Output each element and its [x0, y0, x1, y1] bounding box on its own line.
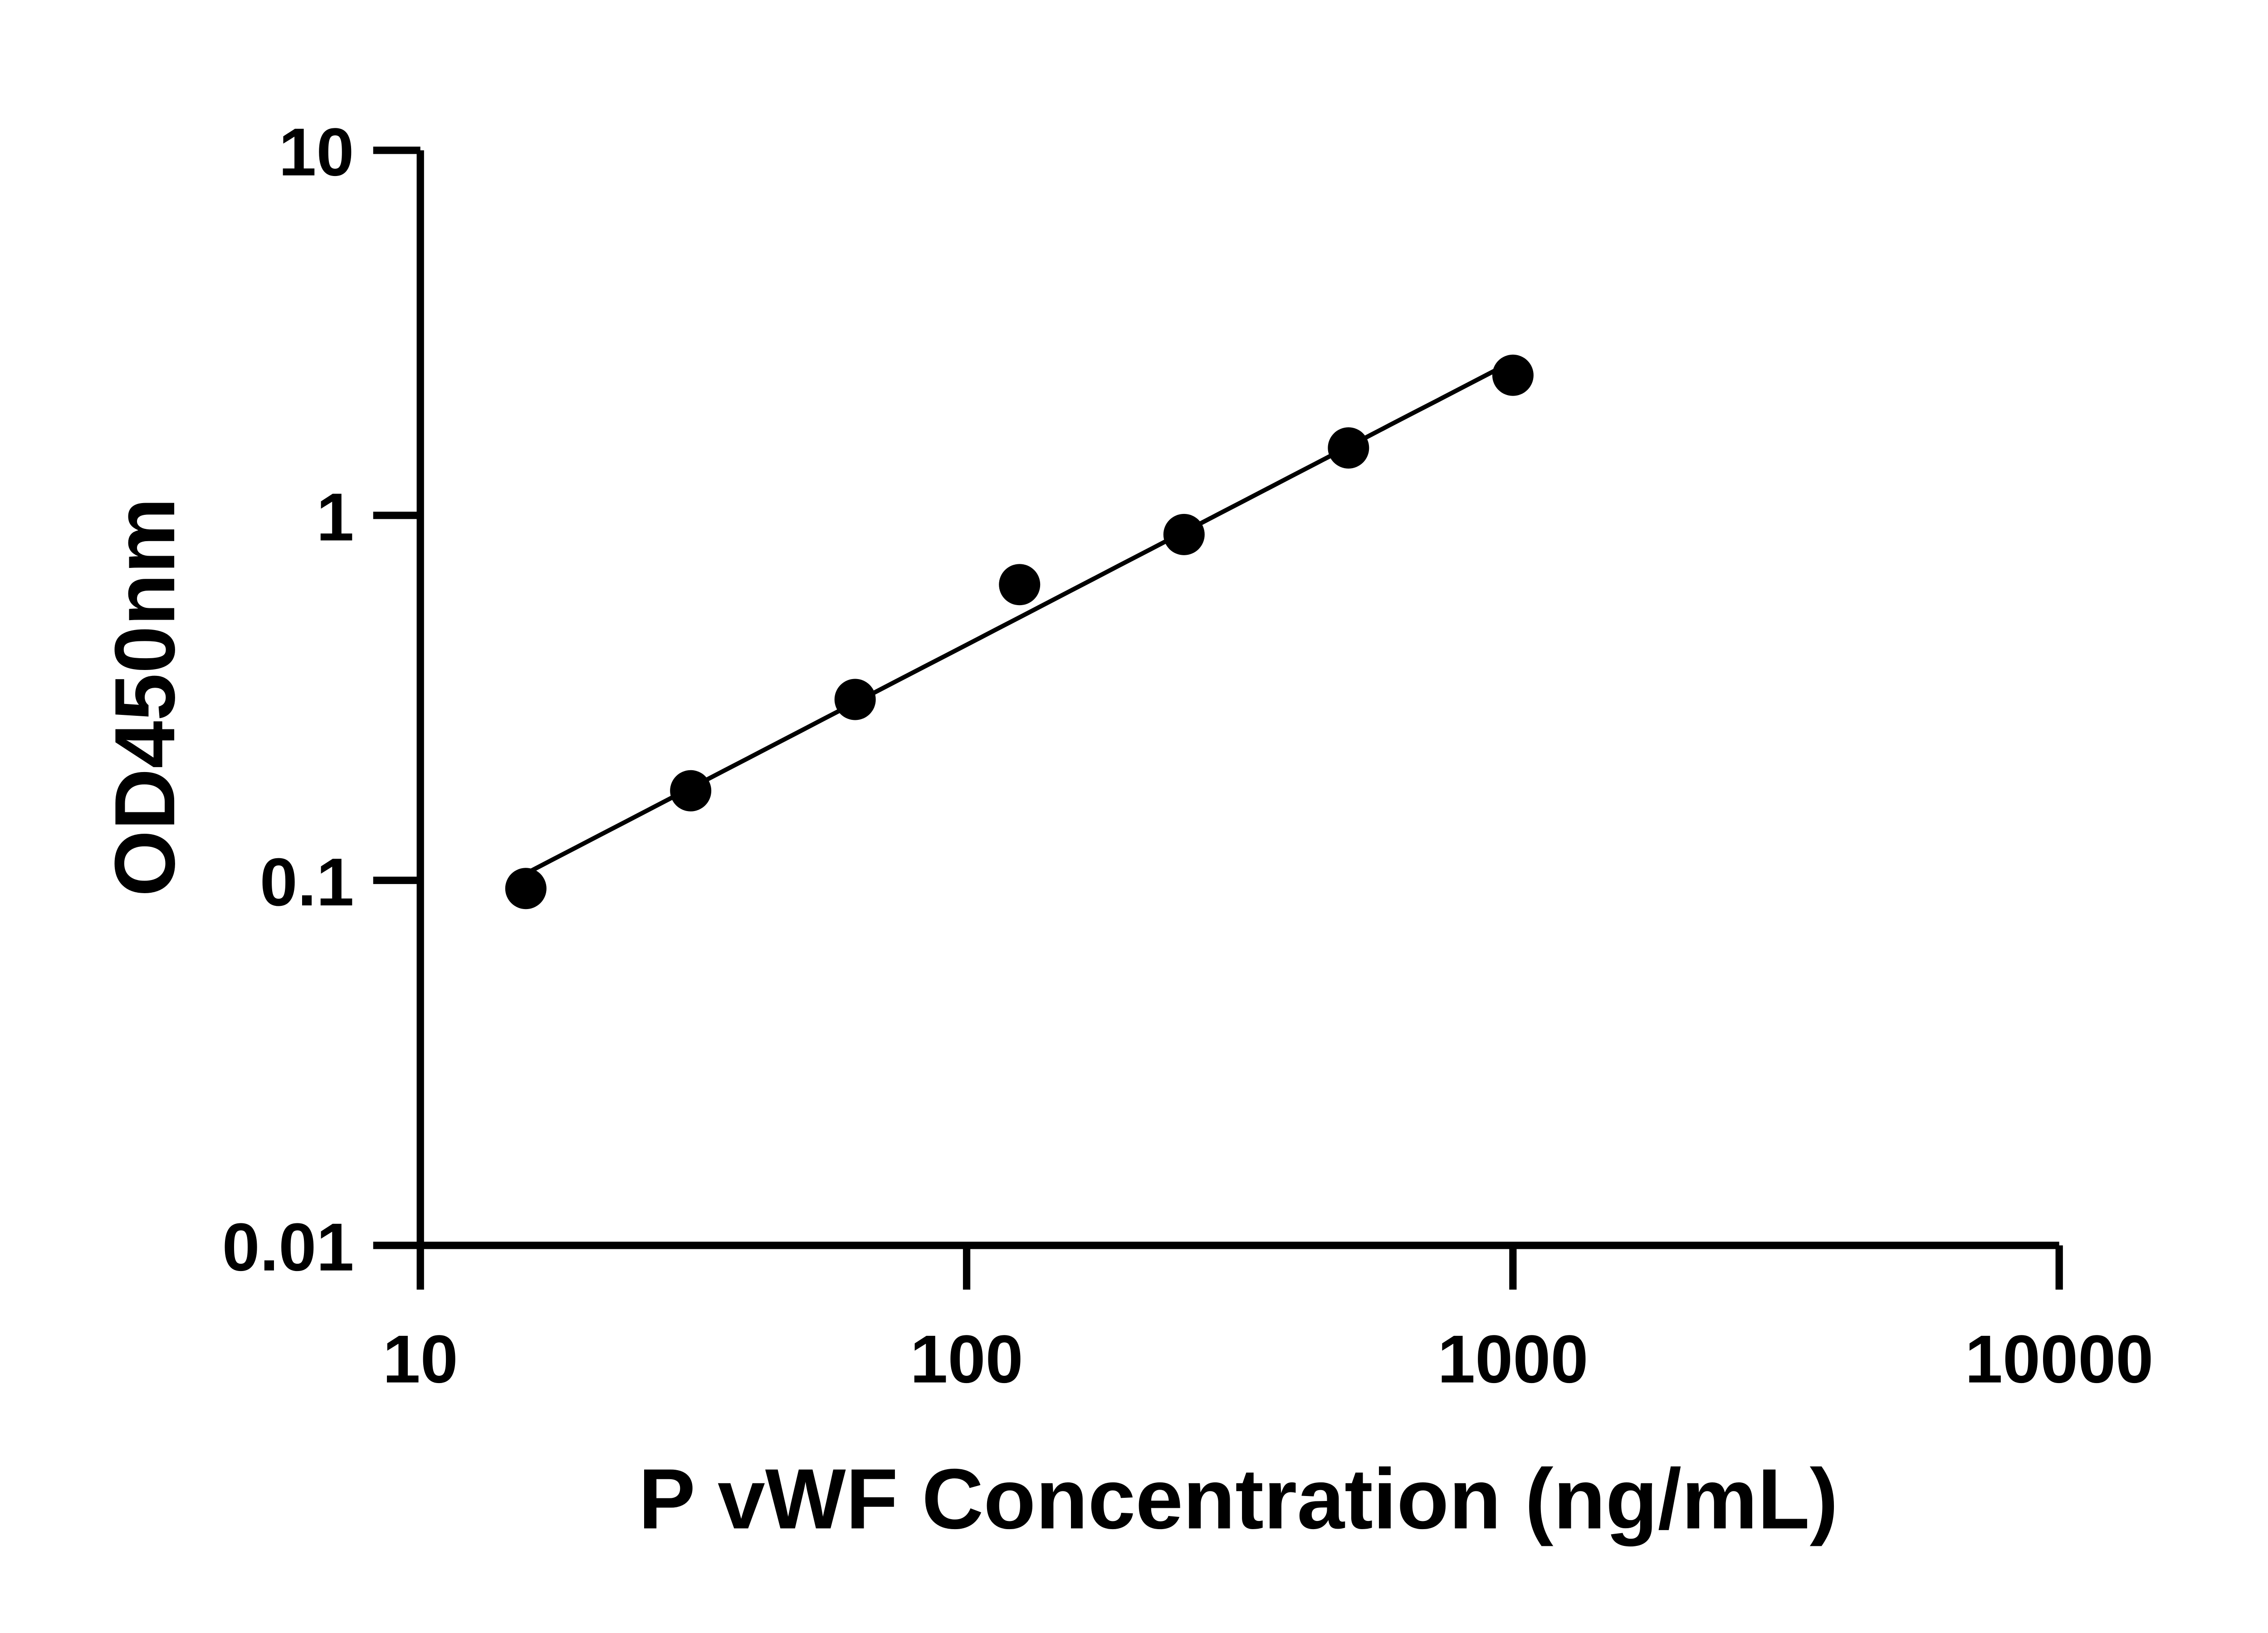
data-point: [834, 679, 876, 720]
x-tick-label: 10: [383, 1321, 458, 1397]
x-tick-label: 100: [910, 1321, 1023, 1397]
x-axis-title: P vWF Concentration (ng/mL): [638, 1451, 1838, 1546]
data-point: [1492, 354, 1534, 396]
x-tick-label: 10000: [1965, 1321, 2154, 1397]
y-tick-label: 1: [316, 479, 354, 555]
y-axis-title: OD450nm: [97, 498, 192, 897]
y-tick-label: 10: [279, 114, 354, 190]
data-point: [999, 564, 1041, 606]
data-point: [505, 868, 547, 909]
tick-labels: 10 100 1000 10000 0.01 0.1 1 10: [222, 114, 2154, 1397]
y-tick-label: 0.1: [260, 844, 354, 920]
data-point: [670, 770, 712, 812]
data-point: [1328, 427, 1369, 469]
y-tick-label: 0.01: [222, 1209, 354, 1285]
data-points: [505, 354, 1534, 909]
axes: [373, 147, 2063, 1290]
data-point: [1163, 513, 1205, 555]
x-tick-label: 1000: [1437, 1321, 1588, 1397]
